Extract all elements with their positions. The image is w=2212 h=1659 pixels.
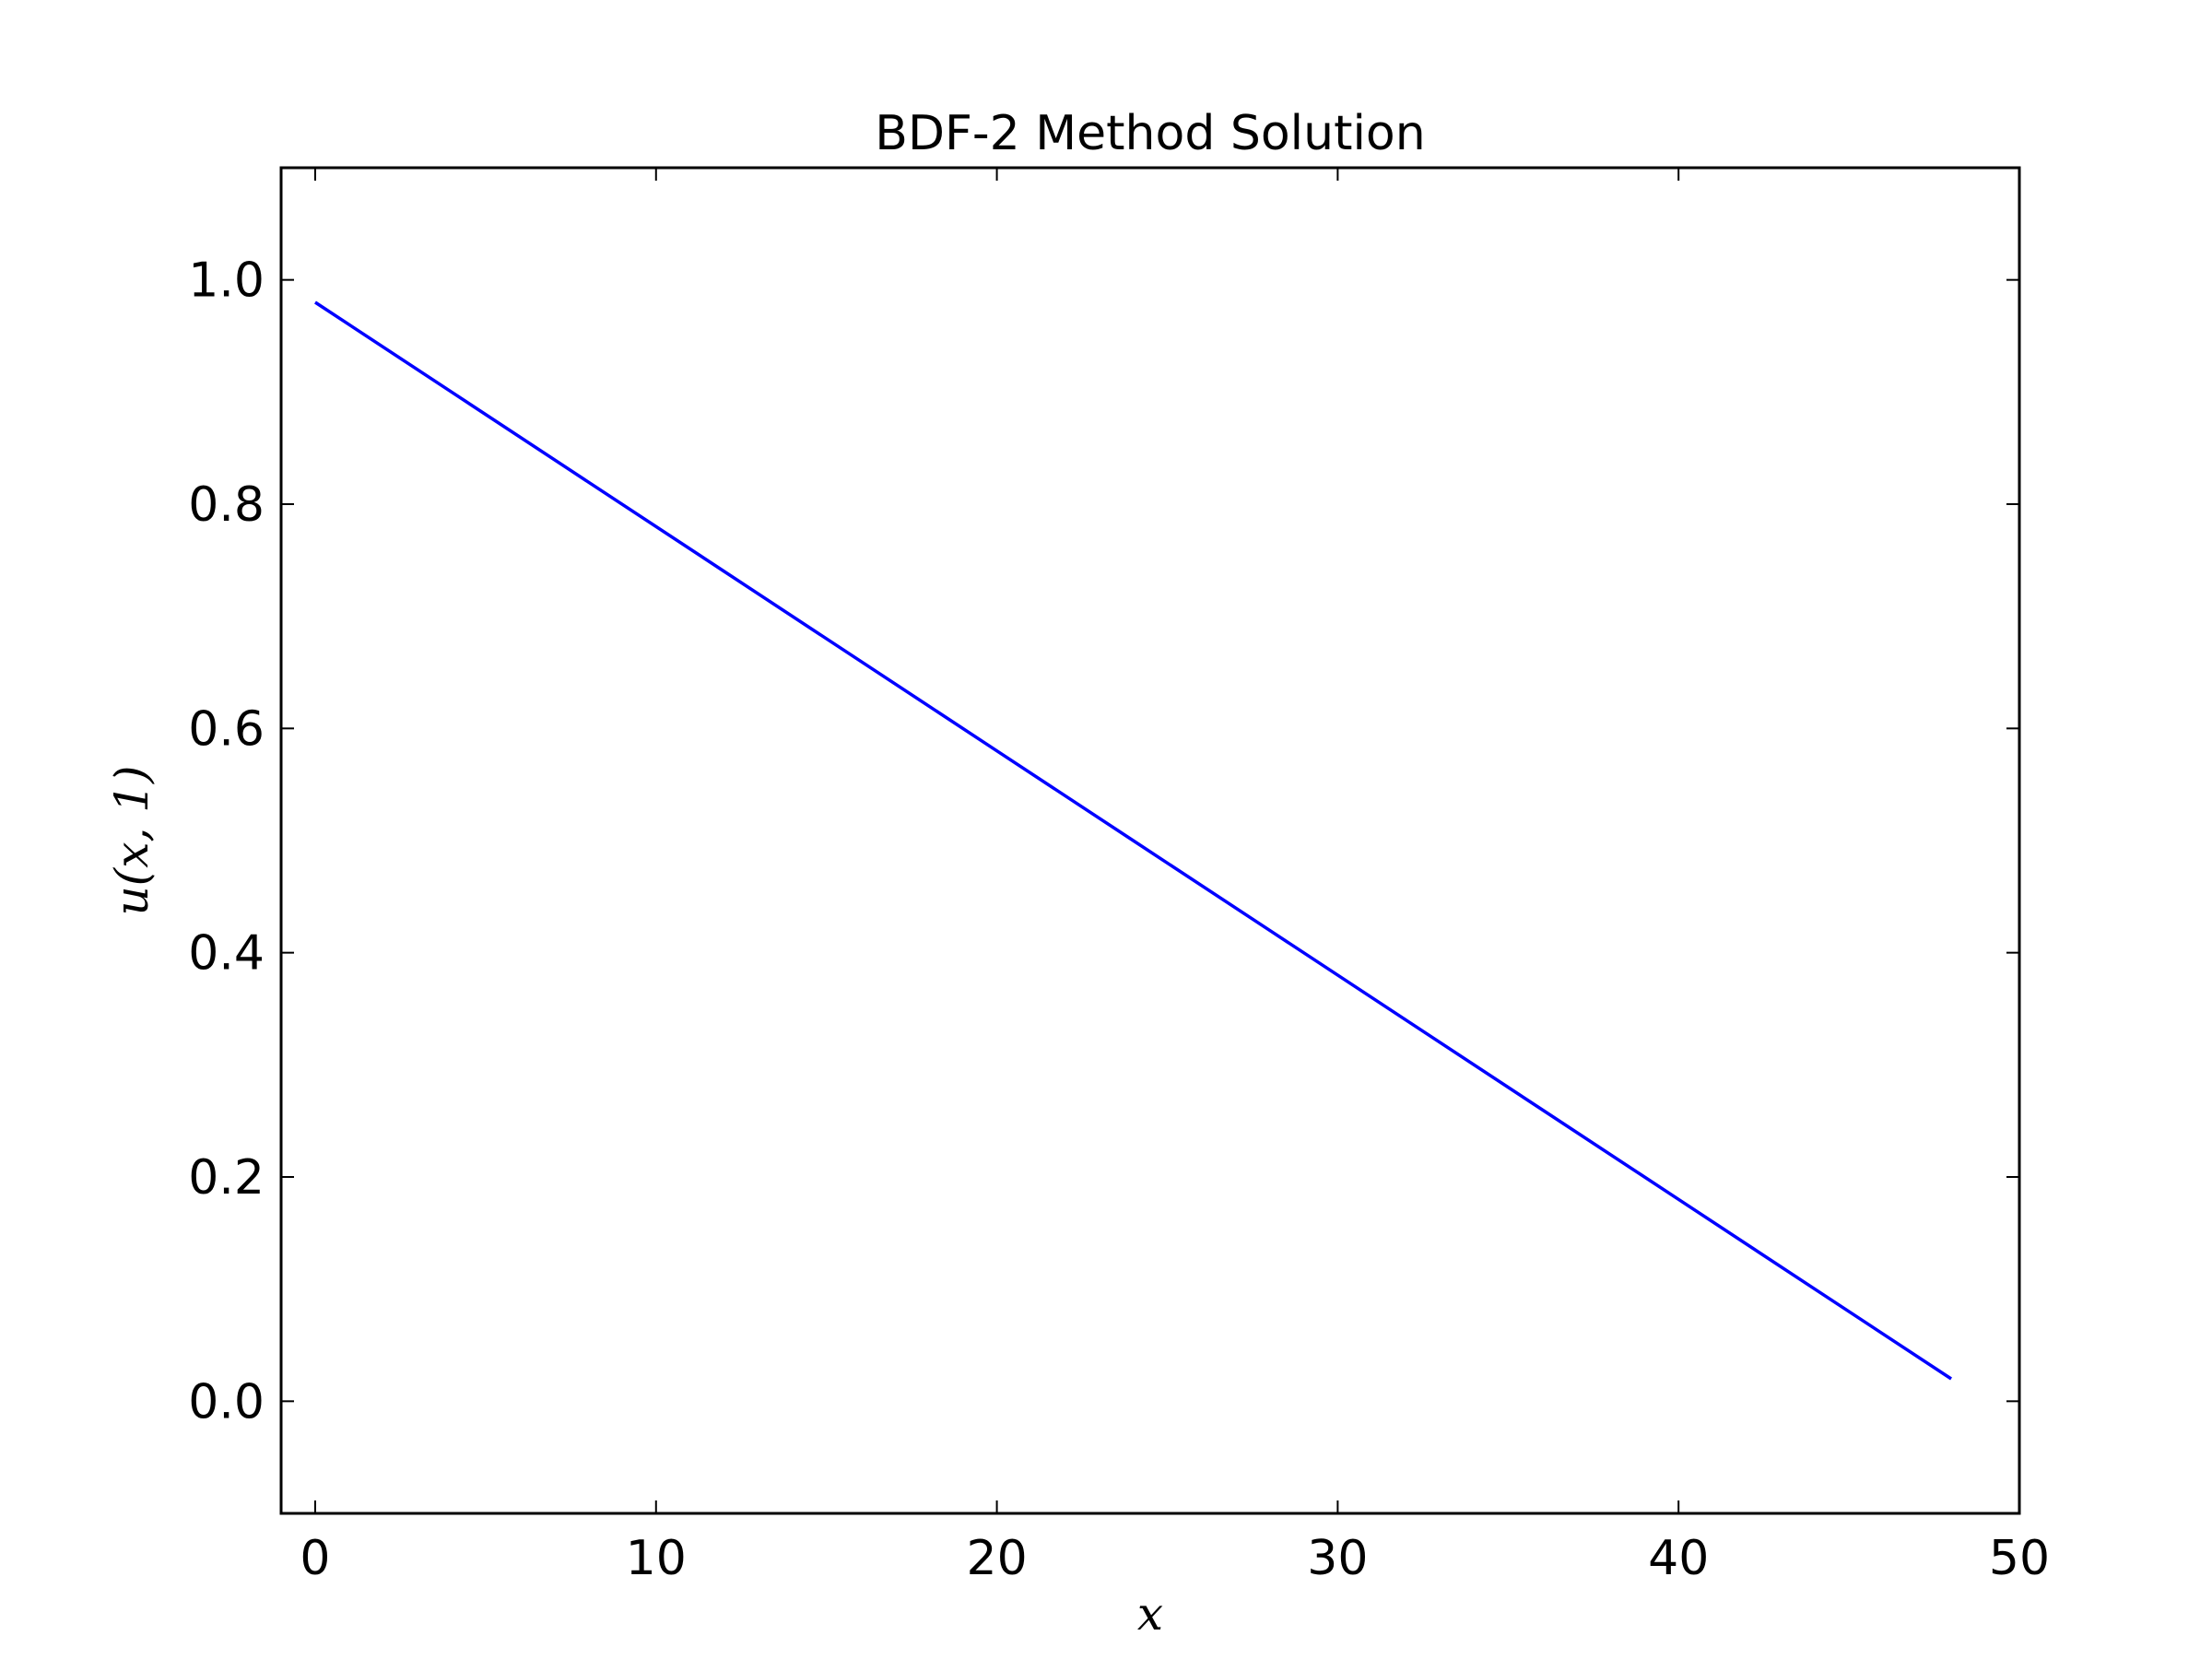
y-tick-label: 0.8 xyxy=(188,477,265,533)
y-tick-label: 0.0 xyxy=(188,1374,265,1430)
x-tick-label: 20 xyxy=(967,1531,1028,1586)
x-tick-label: 50 xyxy=(1989,1531,2050,1586)
x-axis-label: x xyxy=(1137,1587,1163,1641)
x-tick-label: 30 xyxy=(1307,1531,1368,1586)
plot-area: 0 10 20 30 40 50 0.0 0.2 0.4 0.6 0.8 1.0 xyxy=(188,166,2050,1586)
y-axis-label: u(x, 1) xyxy=(105,765,159,915)
x-tick-label: 0 xyxy=(300,1531,330,1586)
x-tick-label: 40 xyxy=(1648,1531,1709,1586)
x-tick-label: 10 xyxy=(626,1531,687,1586)
y-tick-label: 1.0 xyxy=(188,253,265,309)
y-tick-label: 0.4 xyxy=(188,926,265,982)
axes-frame xyxy=(279,166,2021,1515)
series-line-0 xyxy=(314,300,1953,1381)
y-tick-label: 0.2 xyxy=(188,1150,265,1206)
y-tick-label: 0.6 xyxy=(188,701,265,757)
chart-title: BDF-2 Method Solution xyxy=(875,106,1425,161)
